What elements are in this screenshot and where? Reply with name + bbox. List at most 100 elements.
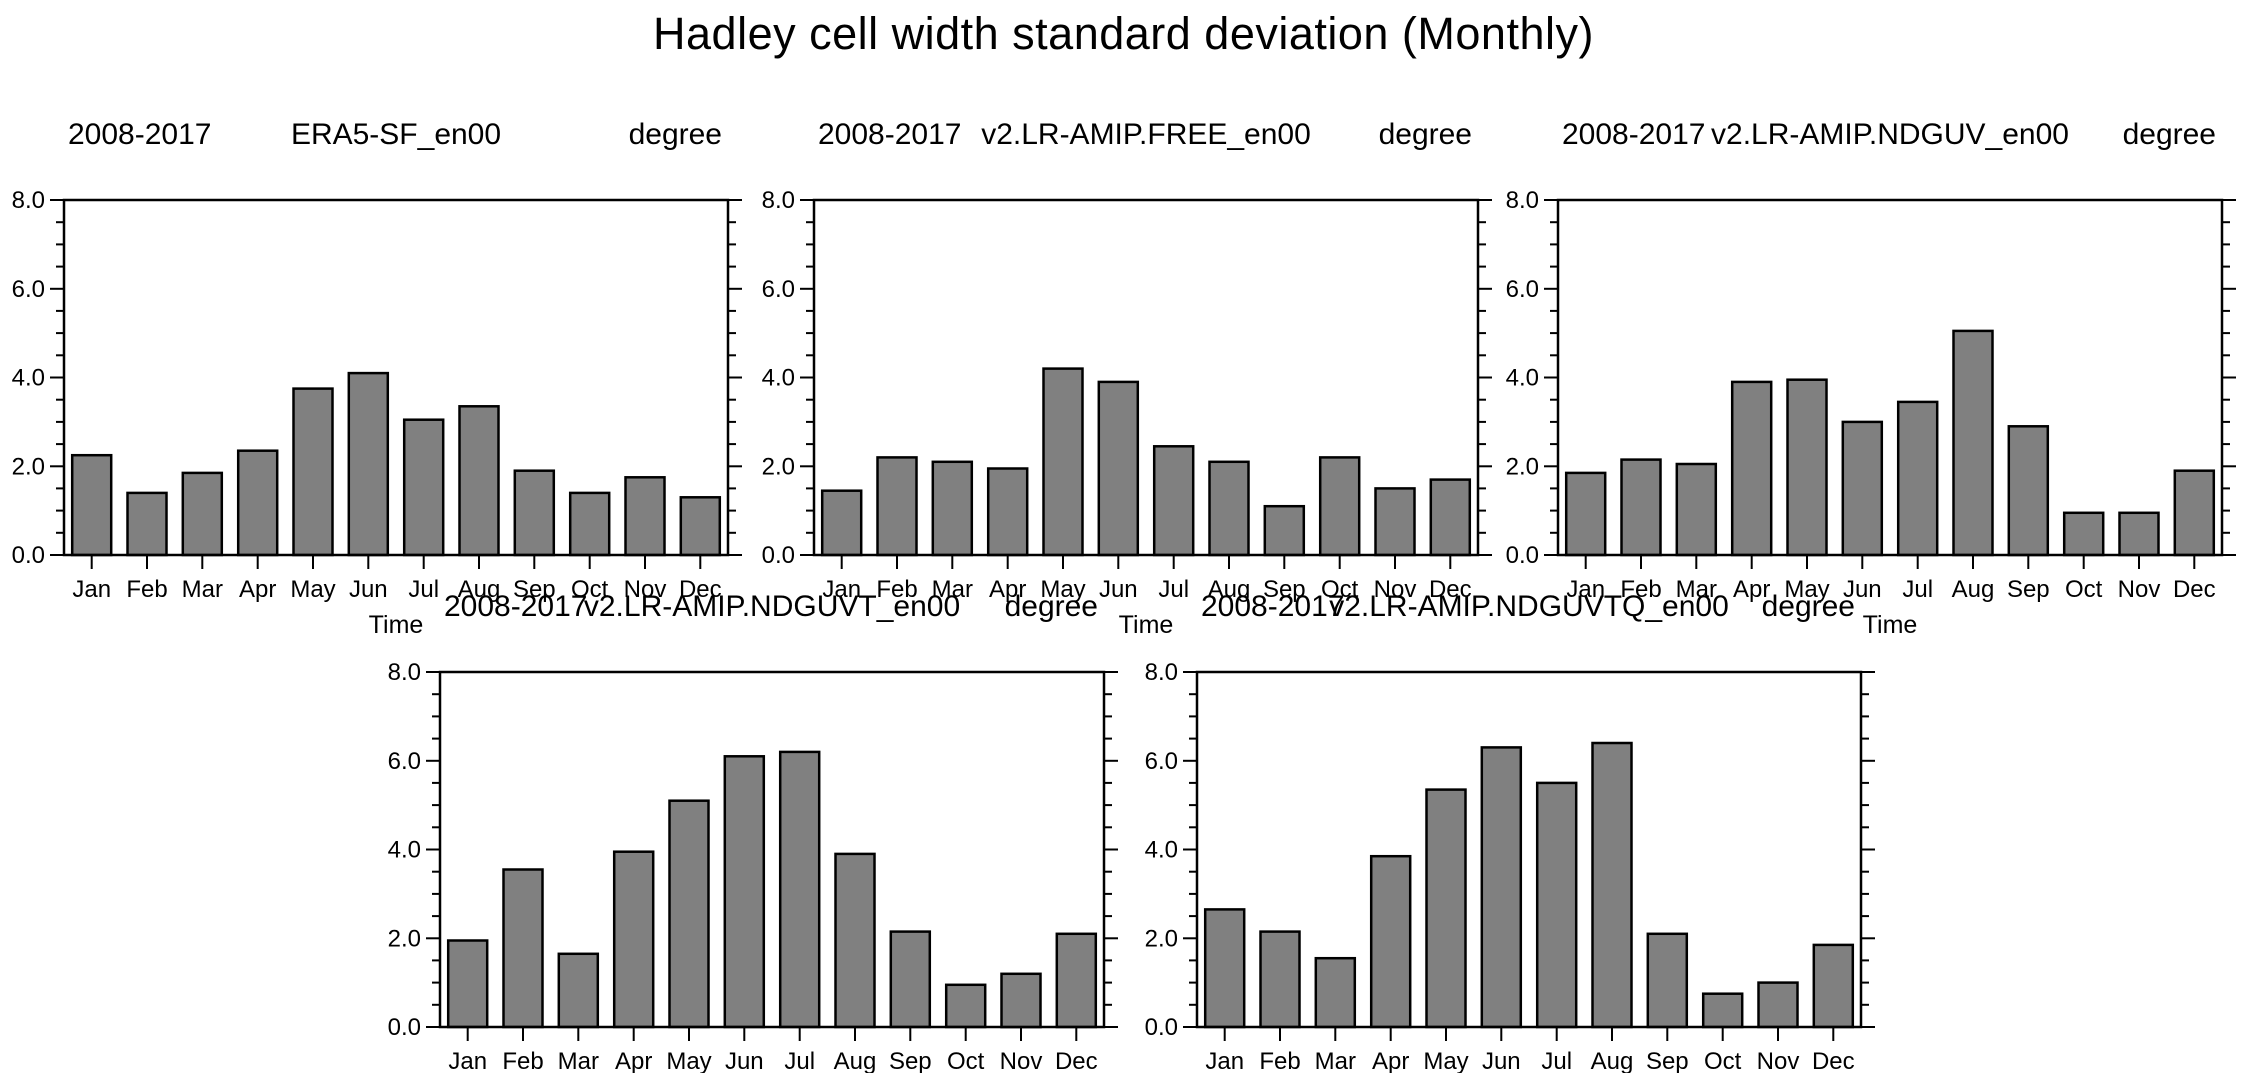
- month-label: Oct: [1321, 576, 1359, 603]
- bar-mar: [1675, 462, 1718, 557]
- x-axis-title: Time: [369, 611, 424, 639]
- bar-nov: [624, 476, 666, 557]
- y-tick-label: 4.0: [1506, 365, 1539, 392]
- bar-jan: [820, 489, 863, 557]
- bar-jul: [1896, 400, 1939, 557]
- month-label: May: [1040, 576, 1085, 603]
- axis-ticks: [1544, 199, 2236, 569]
- bar-aug: [834, 852, 876, 1029]
- panel-header: 2008-2017 v2.LR-AMIP.NDGUVTQ_en00 degree: [1197, 590, 1861, 624]
- panel-title: ERA5-SF_en00: [290, 118, 502, 151]
- y-tick-label: 2.0: [388, 925, 421, 952]
- y-tick-label: 8.0: [762, 187, 795, 214]
- amip-ndguv-bar-chart: 0.0 2.0 4.0 6.0 8.0 Jan Feb Mar Apr May Jun Jul Aug S…: [1506, 187, 2236, 639]
- month-label: Feb: [876, 576, 917, 603]
- y-tick-label: 6.0: [1506, 276, 1539, 303]
- bar-dec: [1055, 932, 1098, 1029]
- bar-oct: [944, 983, 987, 1029]
- month-label: Aug: [1952, 576, 1995, 603]
- month-label: Jun: [1482, 1048, 1521, 1073]
- y-tick-label: 0.0: [1145, 1014, 1178, 1041]
- panel-period-label: 2008-2017: [1562, 118, 1706, 151]
- panel-period-label: 2008-2017: [1201, 590, 1345, 623]
- bar-oct: [2062, 511, 2105, 557]
- bar-sep: [1646, 932, 1689, 1029]
- axis-ticks: [426, 671, 1118, 1041]
- y-tick-label: 4.0: [12, 365, 45, 392]
- y-tick-label: 4.0: [762, 365, 795, 392]
- amip-ndguvtq-bar-chart: 0.0 2.0 4.0 6.0 8.0 Jan Feb Mar Apr May Jun Jul Aug S…: [1145, 659, 1875, 1073]
- y-tick-label: 4.0: [388, 837, 421, 864]
- month-label: Sep: [2007, 576, 2050, 603]
- month-label: Oct: [571, 576, 609, 603]
- month-label: May: [1423, 1048, 1468, 1073]
- month-label: Aug: [834, 1048, 877, 1073]
- bar-mar: [1314, 956, 1357, 1029]
- y-tick-label: 6.0: [388, 748, 421, 775]
- y-tick-label: 8.0: [388, 659, 421, 686]
- month-label: Jan: [72, 576, 111, 603]
- panel-title: v2.LR-AMIP.NDGUVT_en00: [583, 590, 961, 623]
- bar-mar: [931, 460, 974, 557]
- bar-sep: [1263, 504, 1306, 557]
- y-tick-label: 2.0: [1145, 925, 1178, 952]
- bars: [446, 750, 1098, 1029]
- month-label: Jan: [1566, 576, 1605, 603]
- month-label: Sep: [1646, 1048, 1689, 1073]
- axis-ticks: [800, 199, 1492, 569]
- y-tick-label: 8.0: [1506, 187, 1539, 214]
- month-label: Jul: [408, 576, 439, 603]
- y-tick-label: 6.0: [1145, 748, 1178, 775]
- month-label: Dec: [1055, 1048, 1098, 1073]
- month-label: Jun: [1099, 576, 1138, 603]
- bars: [1203, 741, 1855, 1029]
- bar-dec: [2173, 469, 2216, 557]
- panel-period-label: 2008-2017: [818, 118, 962, 151]
- panel-title: v2.LR-AMIP.FREE_en00: [981, 118, 1311, 151]
- month-label: Sep: [1263, 576, 1306, 603]
- month-label: Aug: [1591, 1048, 1634, 1073]
- panel-period-label: 2008-2017: [444, 590, 588, 623]
- axis-ticks: [50, 199, 742, 569]
- bar-jun: [1480, 746, 1523, 1029]
- bar-jul: [1535, 781, 1578, 1029]
- bar-apr: [612, 850, 655, 1029]
- month-label: Apr: [1733, 576, 1770, 603]
- month-label: Apr: [239, 576, 276, 603]
- axis-labels: 0.0 2.0 4.0 6.0 8.0 Jan Feb Mar Apr May Jun Jul Aug S…: [1506, 187, 2216, 603]
- panel-header: 2008-2017 v2.LR-AMIP.NDGUV_en00 degree: [1558, 118, 2222, 152]
- month-label: Jan: [1205, 1048, 1244, 1073]
- bar-feb: [1620, 458, 1662, 557]
- y-tick-label: 6.0: [12, 276, 45, 303]
- month-label: Nov: [2118, 576, 2161, 603]
- y-tick-label: 2.0: [1506, 453, 1539, 480]
- month-label: Sep: [513, 576, 556, 603]
- month-label: Jan: [448, 1048, 487, 1073]
- month-label: Jul: [784, 1048, 815, 1073]
- y-tick-label: 8.0: [12, 187, 45, 214]
- bar-jul: [402, 418, 445, 557]
- month-label: Mar: [1676, 576, 1717, 603]
- bar-aug: [1591, 741, 1633, 1029]
- month-label: Dec: [1812, 1048, 1855, 1073]
- bar-nov: [1374, 487, 1416, 557]
- month-label: Apr: [615, 1048, 652, 1073]
- bar-feb: [502, 868, 544, 1029]
- bars: [820, 367, 1472, 557]
- month-label: Apr: [1372, 1048, 1409, 1073]
- bar-feb: [1259, 930, 1301, 1029]
- y-tick-label: 2.0: [12, 453, 45, 480]
- month-label: Jul: [1902, 576, 1933, 603]
- bar-jul: [1152, 445, 1195, 557]
- bar-jan: [446, 939, 489, 1029]
- bar-jan: [70, 453, 113, 557]
- bar-nov: [1757, 981, 1799, 1029]
- month-label: Aug: [458, 576, 501, 603]
- y-tick-label: 6.0: [762, 276, 795, 303]
- month-label: Oct: [2065, 576, 2103, 603]
- panel-unit-label: degree: [2122, 118, 2216, 151]
- bars: [70, 371, 722, 557]
- panel-title: v2.LR-AMIP.NDGUVTQ_en00: [1329, 590, 1729, 623]
- month-label: Jun: [725, 1048, 764, 1073]
- x-axis-title: Time: [1863, 611, 1918, 639]
